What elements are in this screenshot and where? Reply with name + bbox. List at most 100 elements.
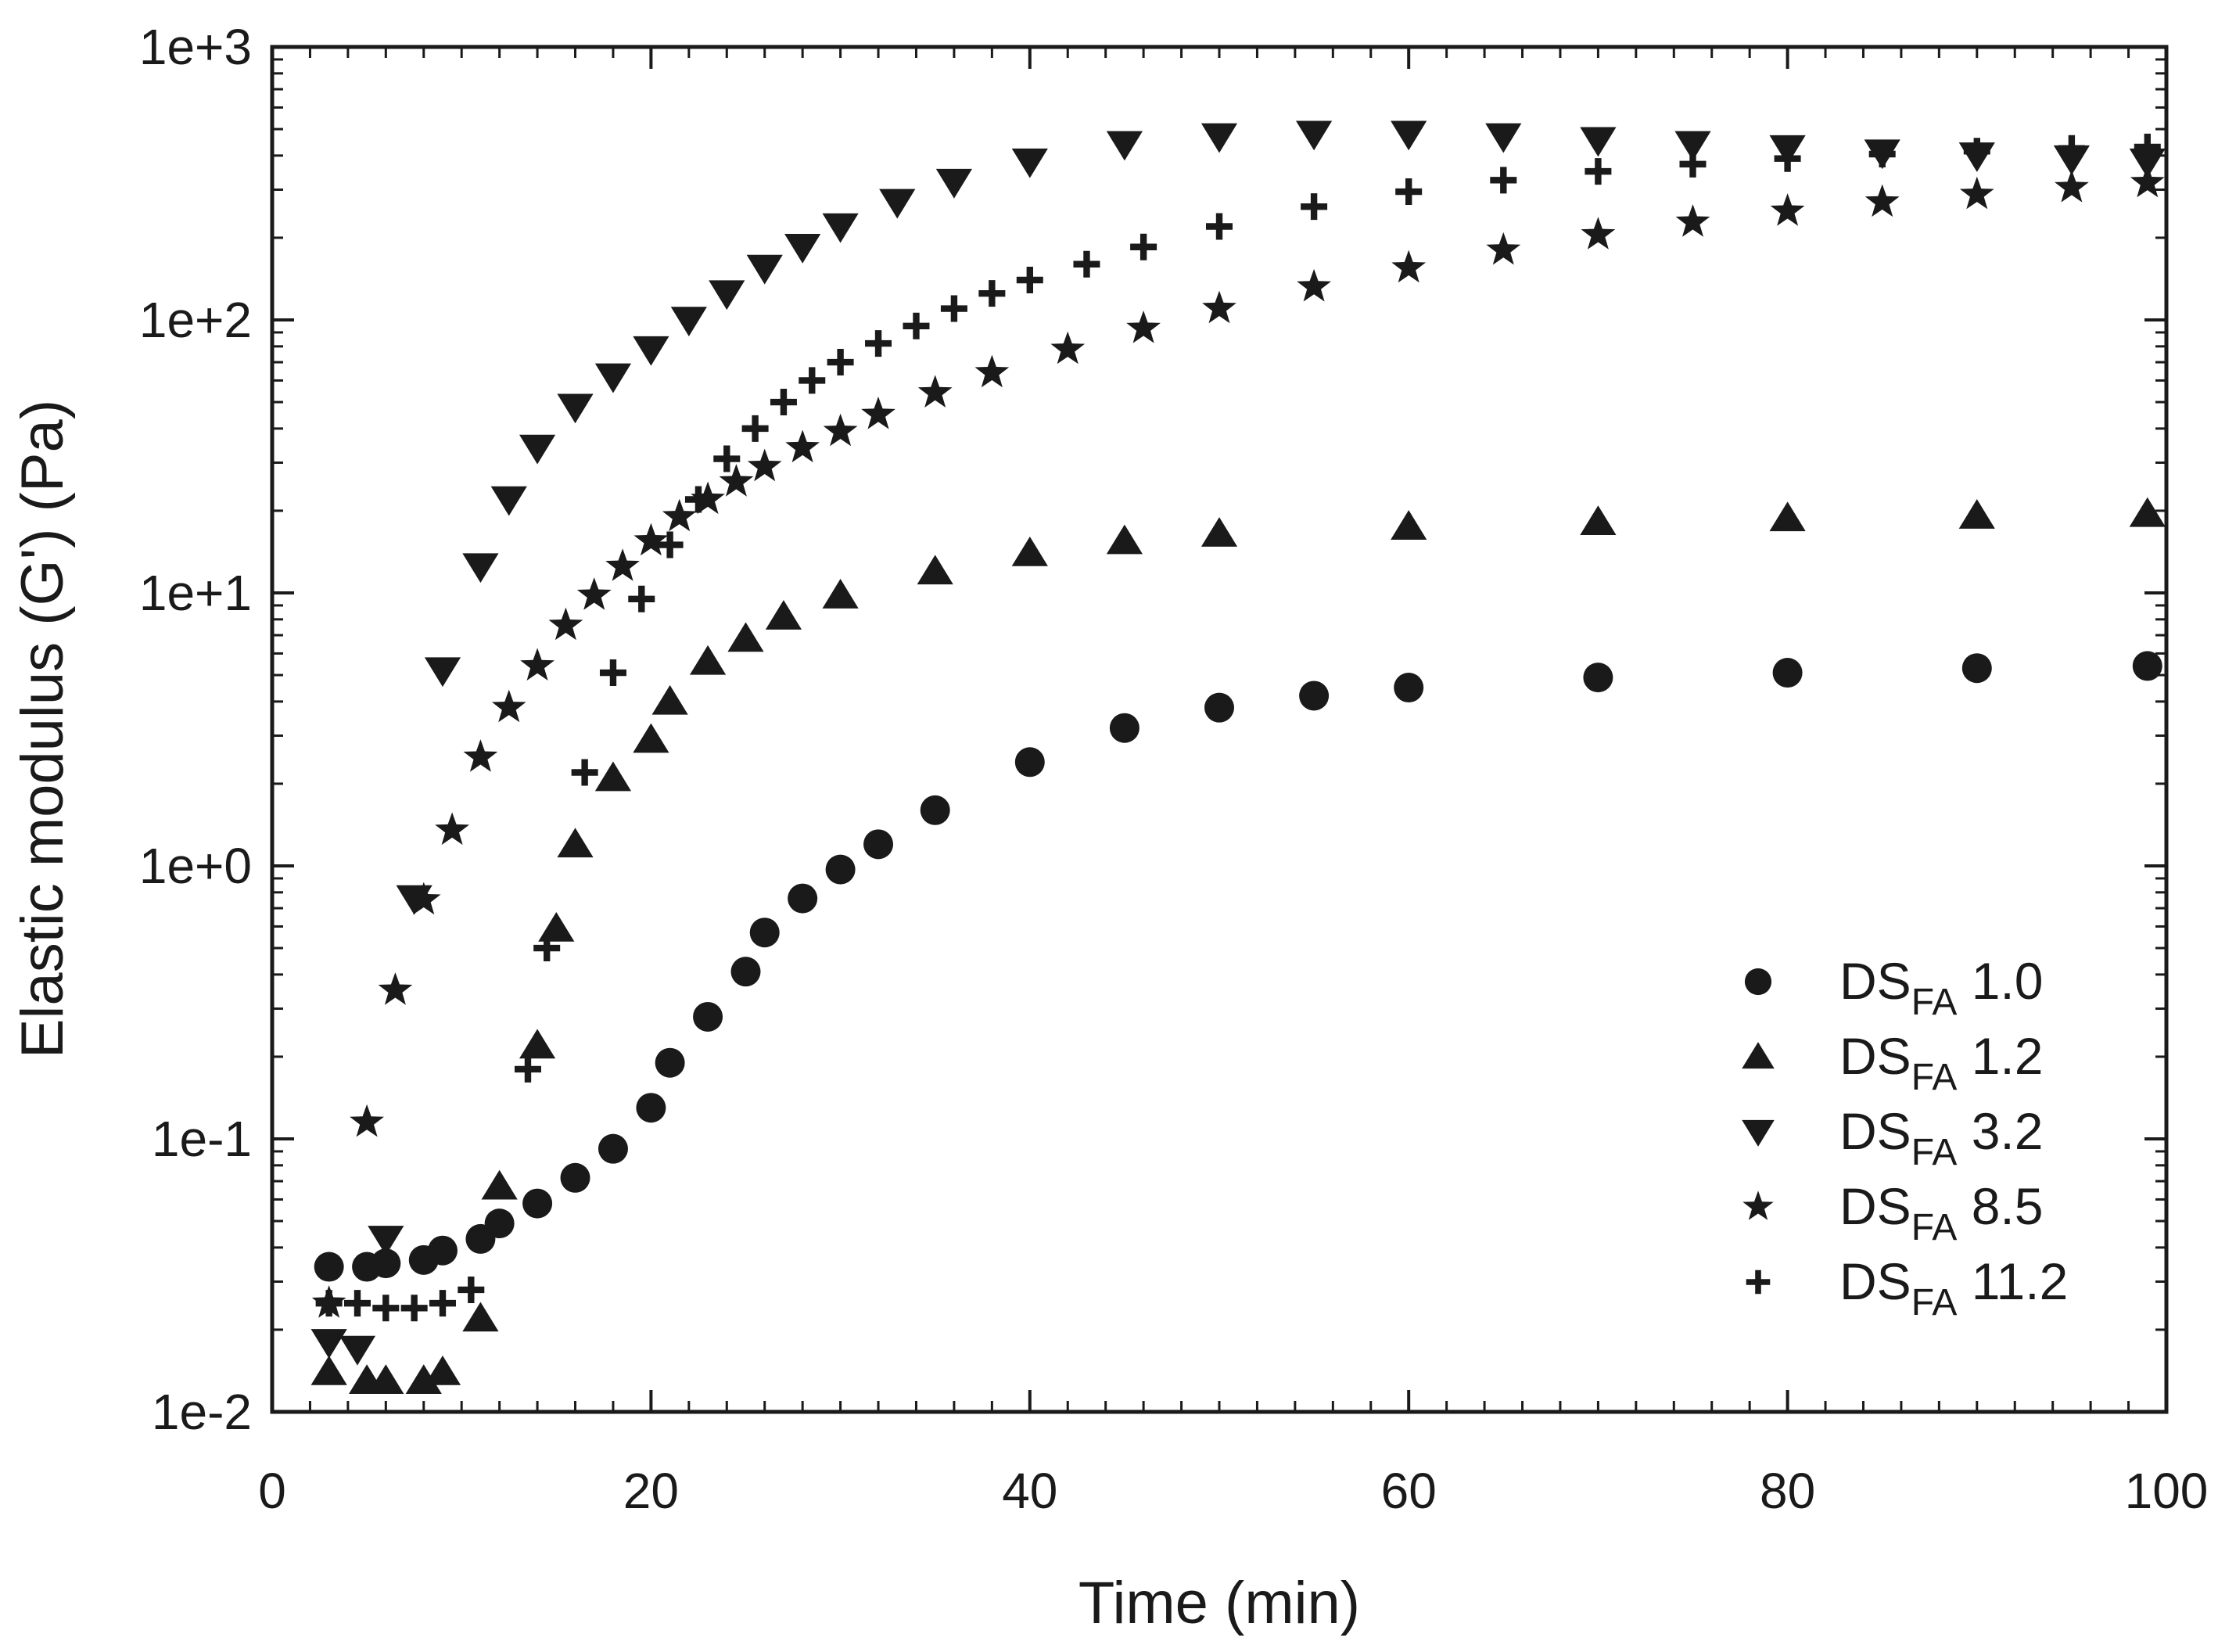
data-point xyxy=(684,486,712,513)
data-point xyxy=(429,1290,456,1317)
legend-label-value: 1.0 xyxy=(1957,952,2043,1010)
data-point xyxy=(693,1001,723,1032)
y-tick-label: 1e-2 xyxy=(152,1384,252,1440)
legend-label-main: DS xyxy=(1839,1027,1911,1085)
data-point xyxy=(655,1047,685,1078)
data-point xyxy=(405,1364,442,1395)
data-point xyxy=(689,645,727,675)
data-point xyxy=(879,189,916,219)
data-point xyxy=(481,1169,518,1200)
data-point xyxy=(917,375,953,408)
data-point xyxy=(557,393,594,424)
data-point xyxy=(1774,145,1801,172)
data-point xyxy=(1769,501,1806,532)
data-point xyxy=(741,415,769,442)
data-point xyxy=(1864,184,1900,217)
data-point xyxy=(940,295,967,322)
legend-marker xyxy=(1742,1191,1774,1220)
data-point xyxy=(2058,135,2085,162)
series-2 xyxy=(310,497,2166,1395)
data-point xyxy=(1770,193,1805,226)
series-4 xyxy=(311,164,2165,1318)
x-tick-label: 0 xyxy=(258,1463,286,1519)
y-tick-label: 1e+3 xyxy=(139,19,252,75)
data-point xyxy=(1106,131,1143,161)
legend-label-main: DS xyxy=(1839,1102,1911,1160)
data-point xyxy=(310,1329,347,1359)
data-point xyxy=(633,336,669,366)
data-point xyxy=(1674,131,1711,161)
data-point xyxy=(522,1188,553,1219)
data-point xyxy=(727,622,764,652)
data-point xyxy=(514,1055,541,1083)
data-point xyxy=(863,829,894,860)
data-point xyxy=(1868,140,1896,167)
data-point xyxy=(1391,120,1427,151)
data-point xyxy=(368,1226,404,1255)
legend-label-main: DS xyxy=(1839,952,1911,1010)
legend-label: DSFA 1.0 xyxy=(1839,952,2043,1023)
data-point xyxy=(560,1162,590,1193)
y-tick-label: 1e+0 xyxy=(139,838,252,894)
data-point xyxy=(427,1235,458,1266)
legend-marker xyxy=(1746,1270,1771,1295)
data-point xyxy=(1675,204,1710,237)
data-point xyxy=(594,363,632,393)
x-tick-label: 80 xyxy=(1760,1463,1815,1519)
data-point xyxy=(978,280,1006,307)
data-point xyxy=(730,957,761,987)
legend-label-sub: FA xyxy=(1911,1282,1958,1323)
data-point xyxy=(1206,213,1233,240)
data-point xyxy=(765,600,802,630)
data-point xyxy=(339,1335,376,1366)
data-point xyxy=(1580,127,1617,157)
legend-marker xyxy=(1744,968,1772,996)
data-point xyxy=(519,434,556,465)
data-point xyxy=(491,689,526,723)
series-layer xyxy=(310,120,2166,1395)
data-point xyxy=(1126,311,1161,343)
data-point xyxy=(935,168,973,199)
x-tick-label: 40 xyxy=(1002,1463,1057,1519)
data-point xyxy=(788,883,818,914)
data-point xyxy=(462,1302,499,1332)
x-tick-label: 20 xyxy=(623,1463,679,1519)
data-point xyxy=(533,935,561,962)
data-point xyxy=(825,854,856,885)
data-point xyxy=(548,607,583,641)
data-point xyxy=(1106,524,1143,555)
data-point xyxy=(1391,510,1427,540)
legend-label-main: DS xyxy=(1839,1177,1911,1235)
data-point xyxy=(1583,663,1613,693)
data-point xyxy=(709,280,745,311)
data-point xyxy=(1963,138,1990,165)
data-point xyxy=(2055,170,2089,203)
data-point xyxy=(372,1295,400,1322)
data-point xyxy=(1073,250,1100,278)
legend-label-value: 1.2 xyxy=(1957,1027,2043,1085)
data-point xyxy=(861,397,895,429)
data-point xyxy=(1490,167,1517,194)
y-tick-label: 1e+2 xyxy=(139,292,252,348)
data-point xyxy=(1016,267,1043,294)
data-point xyxy=(435,812,469,846)
data-point xyxy=(747,448,782,482)
data-point xyxy=(310,1356,347,1385)
data-point xyxy=(424,1356,461,1385)
data-point xyxy=(1772,658,1803,688)
data-point xyxy=(1395,178,1423,206)
data-point xyxy=(1580,505,1617,536)
data-point xyxy=(1297,268,1331,302)
data-point xyxy=(670,307,707,336)
data-point xyxy=(636,1093,666,1123)
data-point xyxy=(424,657,461,688)
data-point xyxy=(484,1208,515,1239)
data-point xyxy=(903,312,930,339)
y-tick-label: 1e-1 xyxy=(152,1111,252,1167)
legend-label-sub: FA xyxy=(1911,982,1958,1023)
data-point xyxy=(770,389,797,416)
y-axis-title: Elastic modulus (G') (Pa) xyxy=(9,400,76,1058)
data-point xyxy=(599,659,626,687)
data-point xyxy=(920,795,950,825)
